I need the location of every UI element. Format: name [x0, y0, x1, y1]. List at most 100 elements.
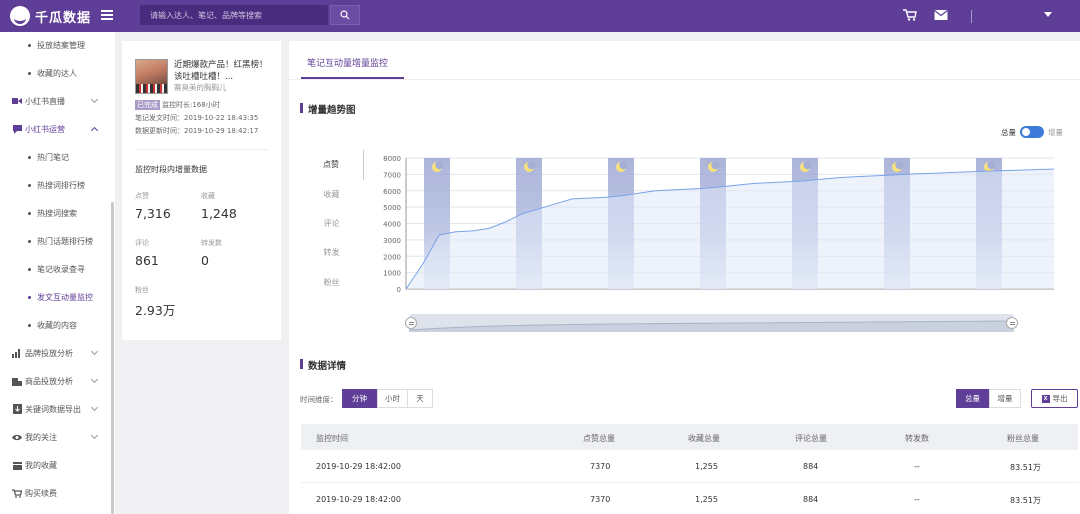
metric-tab-shares[interactable]: 转发 [323, 248, 340, 257]
mode-increment-button[interactable]: 增量 [989, 389, 1021, 408]
top-header: 千瓜数据 [0, 0, 1080, 32]
sidebar-item-label: 发文互动量监控 [37, 292, 93, 302]
chevron-down-icon [90, 347, 99, 356]
moon-shadow [527, 160, 536, 170]
sidebar-item-label: 投放结案管理 [37, 40, 85, 50]
note-thumbnail[interactable] [135, 59, 168, 94]
slider-handle-left[interactable] [405, 317, 417, 329]
granularity-label: 时间维度： [300, 395, 338, 404]
note-title[interactable]: 近期爆款产品！红黑榜！该吐槽吐槽！... [174, 60, 268, 82]
cell-comments: 884 [803, 495, 819, 504]
status-badge: 已完成 [135, 100, 160, 110]
y-tick-label: 2000 [383, 253, 401, 261]
y-tick-label: 5000 [383, 204, 401, 212]
chat-icon [12, 124, 22, 134]
sidebar-item-keyword-export[interactable]: 关键词数据导出 [0, 399, 112, 419]
sidebar-item-hot-search[interactable]: 热搜词搜索 [0, 203, 112, 223]
sidebar-item-label: 我的关注 [25, 432, 57, 442]
sidebar-item-hot-search-rank[interactable]: 热搜词排行榜 [0, 175, 112, 195]
toggle-switch[interactable] [1020, 126, 1044, 138]
sidebar-item-note-index[interactable]: 笔记收录查寻 [0, 259, 112, 279]
chevron-down-icon [90, 375, 99, 384]
trend-section-title: 增量趋势图 [300, 102, 356, 116]
y-tick-label: 1000 [383, 270, 401, 278]
sidebar: 投放结案管理 收藏的达人 小红书直播 小红书运营 热门笔记 热搜词排行榜 热搜词… [0, 32, 115, 514]
sidebar-item-label: 我的收藏 [25, 460, 57, 470]
user-menu-chevron-icon[interactable] [1044, 12, 1052, 17]
column-header: 点赞总量 [583, 434, 615, 443]
sidebar-item-interaction-monitor[interactable]: 发文互动量监控 [0, 287, 112, 307]
slider-handle-right[interactable] [1006, 317, 1018, 329]
y-tick-label: 6000 [383, 188, 401, 196]
main-panel: 笔记互动量增量监控 增量趋势图 总量 增量 点赞 收藏 评论 转发 粉丝 0 10… [289, 41, 1080, 514]
monitor-status: 已完成 监控时长:168小时 [135, 100, 220, 110]
y-tick-label: 0 [397, 286, 401, 294]
slider-preview [409, 320, 1014, 332]
granularity-minute[interactable]: 分钟 [342, 389, 377, 408]
cart-icon[interactable] [903, 9, 917, 21]
menu-toggle-icon[interactable] [101, 8, 113, 20]
search-box[interactable] [140, 5, 328, 25]
sidebar-item-following[interactable]: 我的关注 [0, 427, 112, 447]
toggle-label-total: 总量 [1001, 127, 1016, 137]
sidebar-item-brand-analysis[interactable]: 品牌投放分析 [0, 343, 112, 363]
export-button[interactable]: X 导出 [1031, 389, 1078, 408]
detail-section-title: 数据详情 [300, 358, 346, 372]
moon-shadow [895, 160, 904, 170]
column-header: 转发数 [905, 434, 929, 443]
increment-section-title: 监控时段内增量数据 [135, 165, 207, 174]
granularity-hour[interactable]: 小时 [377, 389, 408, 408]
search-input[interactable] [140, 5, 328, 25]
trend-chart[interactable]: 0 1000 2000 3000 4000 5000 6000 7000 8000 [369, 151, 1059, 296]
sidebar-item-xhs-live[interactable]: 小红书直播 [0, 91, 112, 111]
metric-tab-followers[interactable]: 粉丝 [323, 278, 340, 287]
metric-tab-comments[interactable]: 评论 [323, 219, 340, 228]
sidebar-item-label: 热门笔记 [37, 152, 69, 162]
video-icon [12, 97, 22, 106]
sidebar-scrollbar[interactable] [111, 202, 114, 514]
column-header: 收藏总量 [688, 434, 720, 443]
sidebar-item-campaign-report[interactable]: 投放结案管理 [0, 35, 112, 55]
sidebar-item-label: 小红书运营 [25, 124, 65, 134]
sidebar-item-renewal[interactable]: 购买续费 [0, 483, 112, 503]
metric-tab-likes[interactable]: 点赞 [299, 150, 364, 180]
moon-shadow [619, 160, 628, 170]
metric-tab-collects[interactable]: 收藏 [323, 190, 340, 199]
logo-icon [10, 6, 30, 26]
logo[interactable]: 千瓜数据 [10, 6, 91, 26]
stat-label-followers: 粉丝 [135, 286, 149, 294]
sidebar-item-hot-topic-rank[interactable]: 热门话题排行榜 [0, 231, 112, 251]
sidebar-item-label: 关键词数据导出 [25, 404, 81, 414]
sidebar-item-label: 品牌投放分析 [25, 348, 73, 358]
moon-shadow [987, 160, 996, 170]
search-button[interactable] [330, 5, 360, 25]
column-header: 评论总量 [795, 434, 827, 443]
sidebar-item-saved-influencers[interactable]: 收藏的达人 [0, 63, 112, 83]
stat-label-likes: 点赞 [135, 192, 149, 200]
series-area [406, 169, 1054, 289]
y-tick-label: 7000 [383, 171, 401, 179]
y-tick-label: 3000 [383, 237, 401, 245]
bullet-icon [28, 183, 31, 187]
sidebar-item-saved-content[interactable]: 收藏的内容 [0, 315, 112, 335]
moon-shadow [435, 160, 444, 170]
sidebar-item-favorites[interactable]: 我的收藏 [0, 455, 112, 475]
sidebar-item-label: 热搜词排行榜 [37, 180, 85, 190]
mail-icon[interactable] [934, 9, 948, 21]
chevron-up-icon [90, 126, 99, 135]
sidebar-item-hot-notes[interactable]: 热门笔记 [0, 147, 112, 167]
bullet-icon [28, 267, 31, 271]
sidebar-item-label: 笔记收录查寻 [37, 264, 85, 274]
divider [135, 149, 268, 150]
note-author[interactable]: 赛臭美的胸胸儿 [174, 83, 227, 92]
moon-icon [892, 160, 904, 172]
range-slider[interactable] [405, 314, 1018, 332]
sidebar-item-product-analysis[interactable]: 商品投放分析 [0, 371, 112, 391]
cell-shares: -- [914, 495, 920, 504]
sidebar-item-xhs-ops[interactable]: 小红书运营 [0, 119, 112, 139]
sidebar-item-label: 商品投放分析 [25, 376, 73, 386]
publish-time: 笔记发文时间：2019-10-22 18:43:35 [135, 114, 259, 122]
granularity-day[interactable]: 天 [407, 389, 433, 408]
mode-total-button[interactable]: 总量 [956, 389, 989, 408]
tab-interaction-monitor[interactable]: 笔记互动量增量监控 [307, 59, 389, 69]
